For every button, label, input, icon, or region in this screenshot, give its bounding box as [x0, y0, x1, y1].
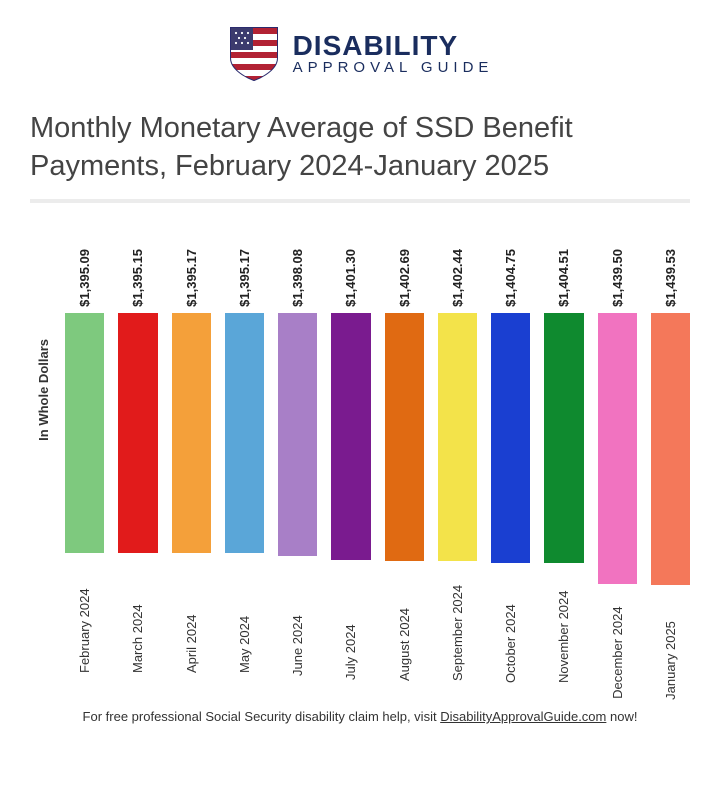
bar-category-label: May 2024	[237, 563, 252, 673]
bar-column: $1,395.09 February 2024	[65, 249, 104, 699]
y-axis-label: In Whole Dollars	[36, 339, 51, 441]
bar-value-label: $1,402.44	[450, 249, 465, 307]
footnote-prefix: For free professional Social Security di…	[83, 709, 441, 724]
bar-category-label: August 2024	[397, 571, 412, 681]
bar	[438, 313, 477, 560]
bar-category-label: July 2024	[343, 570, 358, 680]
bar-value-label: $1,401.30	[343, 249, 358, 307]
bar-category-label: December 2024	[610, 594, 625, 699]
bar	[385, 313, 424, 561]
bar	[278, 313, 317, 556]
bar-category-label: June 2024	[290, 566, 305, 676]
bar-value-label: $1,395.09	[77, 249, 92, 307]
bars-container: $1,395.09 February 2024 $1,395.15 March 202…	[65, 249, 690, 699]
bar-value-label: $1,439.50	[610, 249, 625, 307]
bar-value-label: $1,404.75	[503, 249, 518, 307]
bar-column: $1,395.17 May 2024	[225, 249, 264, 699]
bar-value-label: $1,398.08	[290, 249, 305, 307]
logo: DISABILITY APPROVAL GUIDE	[30, 24, 690, 82]
bar-column: $1,395.17 April 2024	[172, 249, 211, 699]
bar-category-label: January 2025	[663, 595, 678, 700]
bar	[225, 313, 264, 553]
footnote: For free professional Social Security di…	[30, 709, 690, 724]
bar-value-label: $1,439.53	[663, 249, 678, 307]
bar-value-label: $1,395.17	[237, 249, 252, 307]
bar-category-label: February 2024	[77, 563, 92, 673]
bar	[172, 313, 211, 553]
bar-column: $1,439.50 December 2024	[598, 249, 637, 699]
footnote-suffix: now!	[606, 709, 637, 724]
bar-column: $1,402.44 September 2024	[438, 249, 477, 699]
logo-bottom: APPROVAL GUIDE	[293, 60, 494, 75]
bar-column: $1,402.69 August 2024	[385, 249, 424, 699]
bar-value-label: $1,395.17	[184, 249, 199, 307]
bar-category-label: April 2024	[184, 563, 199, 673]
bar-category-label: October 2024	[503, 573, 518, 683]
flag-shield-icon	[227, 24, 281, 82]
bar-column: $1,404.75 October 2024	[491, 249, 530, 699]
bar-category-label: November 2024	[556, 573, 571, 683]
bar-chart: In Whole Dollars $1,395.09February 2024$…	[30, 249, 690, 699]
logo-top: DISABILITY	[293, 32, 494, 60]
bar-column: $1,395.15 March 2024	[118, 249, 157, 699]
page-title: Monthly Monetary Average of SSD Benefit …	[30, 110, 690, 185]
bar-column: $1,439.53 January 2025	[651, 249, 690, 699]
bar-category-label: March 2024	[130, 563, 145, 673]
bar-value-label: $1,404.51	[556, 249, 571, 307]
logo-text: DISABILITY APPROVAL GUIDE	[293, 32, 494, 75]
bar	[118, 313, 157, 553]
bar-column: $1,401.30 July 2024	[331, 249, 370, 699]
footnote-link[interactable]: DisabilityApprovalGuide.com	[440, 709, 606, 724]
title-rule	[30, 199, 690, 203]
bar-column: $1,398.08 June 2024	[278, 249, 317, 699]
bar	[544, 313, 583, 563]
bar-value-label: $1,395.15	[130, 249, 145, 307]
bar	[651, 313, 690, 584]
bar	[65, 313, 104, 553]
bar	[331, 313, 370, 559]
bar-category-label: September 2024	[450, 571, 465, 681]
bar-column: $1,404.51 November 2024	[544, 249, 583, 699]
bar	[491, 313, 530, 563]
bar-value-label: $1,402.69	[397, 249, 412, 307]
bar	[598, 313, 637, 584]
